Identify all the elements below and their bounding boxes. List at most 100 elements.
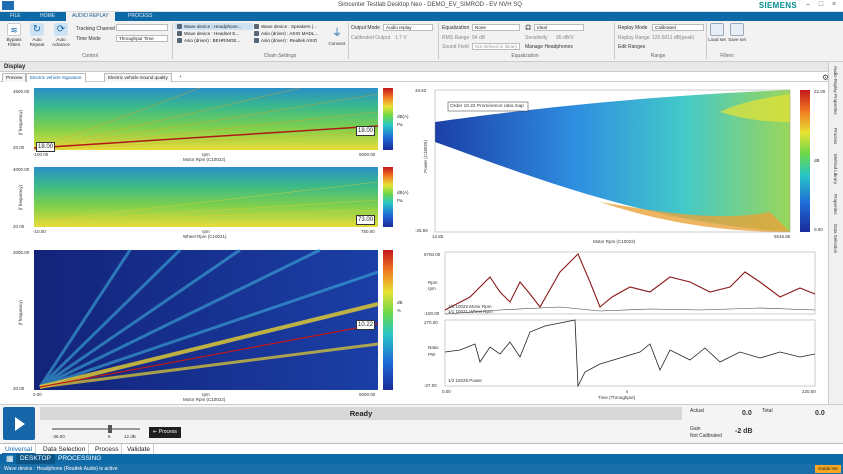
rpm-trace-panel[interactable] xyxy=(444,251,816,315)
p2-xr: 750.00 xyxy=(361,229,375,234)
replay-mode-select[interactable]: Calibrated xyxy=(652,24,704,31)
minimize-icon[interactable]: – xyxy=(806,1,810,8)
tab-process[interactable]: PROCESS xyxy=(128,13,153,19)
channel-item[interactable]: Asio (driver) : ASIO MADL... xyxy=(252,30,322,37)
total-value: 0.0 xyxy=(815,410,825,417)
close-icon[interactable]: × xyxy=(831,1,837,8)
tab-ev-signature[interactable]: Electric vehicle Signature xyxy=(26,73,86,82)
tab-ev-sound-quality[interactable]: Electric vehicle Sound quality xyxy=(104,73,172,82)
cursor-right[interactable]: 73.00 xyxy=(356,215,376,225)
gain-slider[interactable] xyxy=(52,428,140,430)
tab-audio-replay[interactable]: AUDIO REPLAY xyxy=(66,12,115,21)
colormap-plot-1[interactable] xyxy=(34,88,378,150)
p4-ylabel: Power (C16025) xyxy=(423,140,428,173)
load-set-button[interactable]: Load set xyxy=(708,23,726,42)
tracking-channel-select[interactable] xyxy=(116,24,168,31)
channel-item[interactable]: Wave device : Headset E... xyxy=(175,30,253,37)
channel-item[interactable]: Asio (driver) : BEHRINGE... xyxy=(175,37,253,44)
p2-xtitle: Wheel Rpm (C10021) xyxy=(183,234,227,239)
side-tab-method-library[interactable]: Method Library xyxy=(833,154,838,185)
auto-repeat-button[interactable]: ↻ Auto Repeat xyxy=(29,23,45,47)
side-tab-audio-replay[interactable]: Audio Replay Properties xyxy=(833,66,838,115)
actual-label: Actual xyxy=(690,408,704,414)
p4-cbar-bot: 0.00 xyxy=(814,227,823,232)
p1-cbar-label: dB(A) xyxy=(397,114,409,119)
cursor-left[interactable]: 18.00 xyxy=(36,142,56,152)
calibrated-output-value: 1.7 V xyxy=(395,35,407,41)
bypass-filters-button[interactable]: ≋ Bypass Filters xyxy=(6,23,22,47)
channel-list-left: Wave device : Headphone... Wave device :… xyxy=(175,23,253,44)
channel-item[interactable]: Wave device : Headphone... xyxy=(175,23,253,30)
colorbar xyxy=(383,88,393,150)
tab-file[interactable]: FILE xyxy=(10,13,21,19)
edit-ranges-button[interactable]: Edit Ranges xyxy=(618,44,646,50)
desktop-tabs: ▦ DESKTOP PROCESSING xyxy=(0,454,843,464)
save-set-button[interactable]: Save set xyxy=(728,23,746,42)
colormap-plot-2[interactable] xyxy=(34,167,378,227)
p1-xl: -100.00 xyxy=(33,152,49,157)
p3-ylabel: (f frequency) xyxy=(18,300,23,326)
manage-headphones-button[interactable]: Manage Headphones xyxy=(525,44,573,50)
connect-button[interactable]: ⏚ Connect xyxy=(328,28,346,46)
calibrated-output-label: Calibrated Output xyxy=(351,35,391,41)
gear-icon[interactable]: ⚙ xyxy=(822,73,830,82)
save-icon xyxy=(730,23,744,36)
order-line xyxy=(39,323,379,388)
colorbar xyxy=(383,250,393,390)
tab-validate[interactable]: Validate xyxy=(124,444,155,455)
add-tab-button[interactable]: + xyxy=(179,74,182,79)
output-mode-select[interactable]: Audio replay xyxy=(383,24,433,31)
channel-item[interactable]: Wave device : Speakers (... xyxy=(252,23,322,30)
power-trace xyxy=(444,319,816,388)
side-tab-process[interactable]: Process xyxy=(833,128,838,145)
separator xyxy=(172,23,173,59)
tab-preview[interactable]: Preview xyxy=(2,73,27,82)
slider-value: 12 dB xyxy=(124,434,136,439)
rms-range-label: RMS Range xyxy=(442,35,470,41)
slider-mid: 6 xyxy=(108,434,111,439)
cursor-right[interactable]: 18.00 xyxy=(356,126,376,136)
power-trace-panel[interactable] xyxy=(444,319,816,387)
p5-legend-1: 1/1 10022.Motor Rpm xyxy=(448,304,492,309)
time-mode-select[interactable]: Throughput Time xyxy=(116,35,168,42)
p2-ylabel: (f frequency) xyxy=(18,185,23,211)
p3-cbar-label: dB xyxy=(397,300,403,305)
guide-me-button[interactable]: Guide me xyxy=(815,465,841,473)
separator xyxy=(438,23,439,59)
control-group-label: Control xyxy=(81,53,99,59)
auto-advance-button[interactable]: ⟳ Auto Advance xyxy=(52,23,70,47)
bottom-tabs: Universal Data Selection Process Validat… xyxy=(0,443,843,455)
p2-xlabel: rpm xyxy=(202,229,210,234)
headphone-icon: 🎧 xyxy=(525,25,532,31)
p5-xr: 220.00 xyxy=(802,389,816,394)
side-tab-data-selection[interactable]: Data Selection xyxy=(833,224,838,254)
maximize-icon[interactable]: □ xyxy=(818,1,824,8)
process-button[interactable]: ⇤ Process xyxy=(149,427,181,438)
side-tab-properties[interactable]: Properties xyxy=(833,194,838,215)
play-button[interactable] xyxy=(3,407,35,440)
ribbon: ≋ Bypass Filters ↻ Auto Repeat ⟳ Auto Ad… xyxy=(0,21,843,62)
tab-data-selection[interactable]: Data Selection xyxy=(40,444,90,455)
actual-value: 0.0 xyxy=(742,410,752,417)
advance-icon: ⟳ xyxy=(54,23,68,36)
slider-handle[interactable] xyxy=(108,425,112,433)
headphone-select[interactable]: Ideal xyxy=(534,24,584,31)
channel-item[interactable]: Asio (driver) : Realtek ASIO xyxy=(252,37,322,44)
output-mode-label: Output Mode xyxy=(351,25,380,31)
grid-icon[interactable]: ▦ xyxy=(6,454,14,463)
gain-sub: Not Calibrated xyxy=(690,433,722,439)
tab-processing[interactable]: PROCESSING xyxy=(58,455,102,462)
p1-xr: 5000.00 xyxy=(359,152,376,157)
p2-ybot: 20.00 xyxy=(13,224,25,229)
cursor-right[interactable]: 10.22 xyxy=(356,320,376,330)
tab-process[interactable]: Process xyxy=(92,444,123,455)
p5-bunit: Ratio xyxy=(428,345,439,350)
equalization-select[interactable]: None xyxy=(472,24,520,31)
tab-desktop[interactable]: DESKTOP xyxy=(16,454,55,464)
total-label: Total xyxy=(762,408,773,414)
prominence-map[interactable] xyxy=(435,90,790,232)
display-header: Display xyxy=(0,62,828,72)
tab-home[interactable]: HOME xyxy=(40,13,55,19)
p5-xunit: s xyxy=(626,389,629,394)
sound-field-select[interactable]: Not defined in library xyxy=(472,43,520,50)
